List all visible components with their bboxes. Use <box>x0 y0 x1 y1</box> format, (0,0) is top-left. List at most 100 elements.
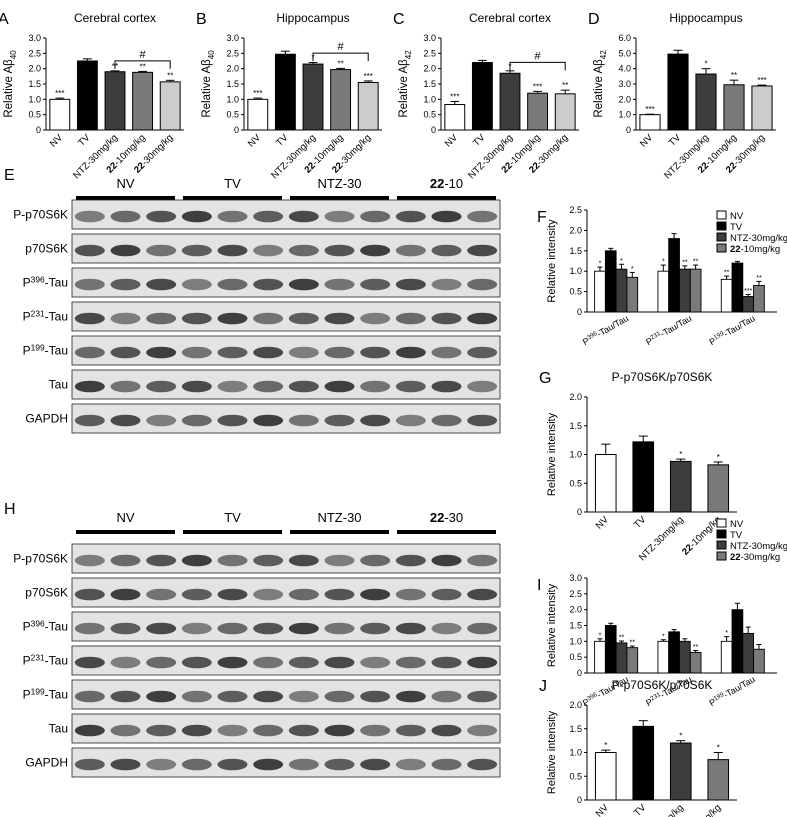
significance-stars: * <box>599 632 602 639</box>
y-tick-label: 0.5 <box>423 110 436 120</box>
y-tick-label: 0 <box>577 507 582 517</box>
band <box>324 414 355 427</box>
blot-row-label: P396-Tau <box>23 274 68 289</box>
y-tick-label: 3.0 <box>28 33 41 43</box>
band <box>217 758 248 771</box>
category-label: NV <box>443 132 461 150</box>
legend-swatch <box>716 518 727 528</box>
band <box>395 346 426 359</box>
category-label: TV <box>632 514 649 531</box>
group-bar <box>290 530 389 534</box>
band <box>146 588 177 601</box>
significance-stars: * <box>662 633 665 640</box>
significance-stars: * <box>725 630 728 637</box>
bar <box>639 114 661 131</box>
legend-label: NTZ-30mg/kg <box>730 233 787 244</box>
significance-stars: * <box>631 266 634 273</box>
band <box>74 724 105 737</box>
bar <box>707 759 730 801</box>
bar <box>159 81 181 131</box>
band <box>181 656 212 669</box>
y-tick-label: 1.0 <box>569 748 582 758</box>
band <box>217 380 248 393</box>
blot-row <box>71 543 501 574</box>
legend-label: NTZ-30mg/kg <box>730 541 787 552</box>
bar <box>594 752 617 801</box>
blot-row-label: Tau <box>49 722 68 736</box>
band <box>288 210 319 223</box>
bar <box>751 85 773 131</box>
significance-stars: *** <box>757 76 766 85</box>
band <box>110 588 141 601</box>
group-label: P396-Tau/Tau <box>581 313 630 347</box>
y-tick-label: 1.0 <box>569 266 582 276</box>
band <box>467 380 498 393</box>
band <box>217 724 248 737</box>
category-label: NV <box>246 132 264 150</box>
band <box>217 414 248 427</box>
bar <box>679 640 691 674</box>
bar <box>626 647 639 674</box>
blot-row <box>71 233 501 264</box>
band <box>181 278 212 291</box>
bar <box>615 268 628 313</box>
y-tick-label: 3.0 <box>618 79 631 89</box>
band <box>110 210 141 223</box>
band <box>253 244 284 257</box>
band <box>181 346 212 359</box>
bar <box>132 71 154 131</box>
band <box>288 622 319 635</box>
blot-row-label: p70S6K <box>25 242 68 256</box>
bar <box>689 651 702 674</box>
band <box>146 554 177 567</box>
band <box>110 278 141 291</box>
band <box>288 278 319 291</box>
band <box>467 622 498 635</box>
band <box>217 588 248 601</box>
group-label: 22-10 <box>430 176 463 191</box>
band <box>146 656 177 669</box>
y-tick-label: 1.5 <box>28 79 41 89</box>
band <box>431 656 462 669</box>
band <box>288 554 319 567</box>
bar <box>330 69 352 131</box>
group-bar <box>183 196 282 200</box>
group-label: P231-Tau/Tau <box>644 313 693 347</box>
bracket-label: # <box>140 49 147 61</box>
y-axis-label: Relative intensity <box>546 412 558 496</box>
band <box>74 588 105 601</box>
y-tick-label: 1.0 <box>226 94 239 104</box>
band <box>110 656 141 669</box>
band <box>146 244 177 257</box>
band <box>324 278 355 291</box>
significance-stars: ** <box>724 270 730 277</box>
y-tick-label: 6.0 <box>618 33 631 43</box>
bar <box>657 270 670 313</box>
band <box>253 724 284 737</box>
band <box>217 656 248 669</box>
significance-stars: ** <box>682 259 688 266</box>
bar <box>357 81 379 131</box>
blot-row <box>71 369 501 400</box>
band <box>74 622 105 635</box>
band <box>288 724 319 737</box>
band <box>288 346 319 359</box>
panel-letter-A: A <box>0 11 9 28</box>
y-axis-label: Relative Aβ42 <box>593 50 608 118</box>
significance-stars: ** <box>731 71 737 80</box>
bar <box>742 632 755 674</box>
bar <box>669 460 692 513</box>
band <box>395 380 426 393</box>
band <box>253 622 284 635</box>
significance-stars: * <box>620 258 623 265</box>
y-tick-label: 1.5 <box>569 246 582 256</box>
significance-stars: * <box>679 450 682 459</box>
significance-stars: ** <box>337 59 343 68</box>
band <box>360 588 391 601</box>
significance-stars: ** <box>562 81 568 90</box>
legend-label: NV <box>730 519 744 530</box>
bar <box>76 60 98 131</box>
bar <box>444 104 466 131</box>
